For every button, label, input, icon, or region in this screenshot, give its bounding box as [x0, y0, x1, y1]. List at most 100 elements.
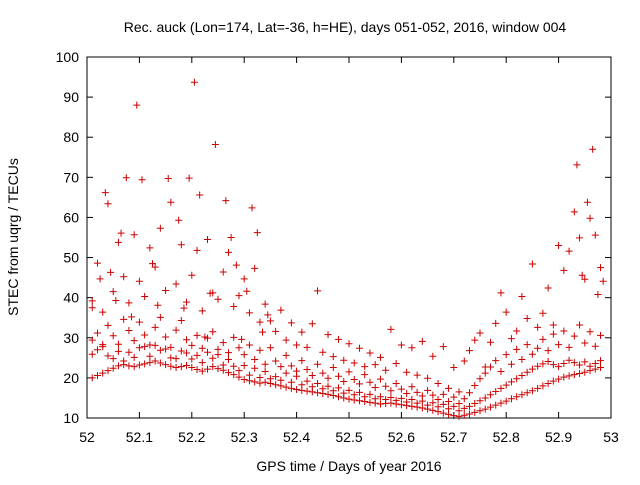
data-point	[565, 247, 573, 255]
y-tick-label: 20	[63, 370, 79, 386]
data-point	[104, 321, 112, 329]
data-point	[93, 346, 101, 354]
data-point	[272, 373, 280, 381]
data-point	[162, 333, 170, 341]
data-point	[251, 264, 259, 272]
data-point	[513, 393, 521, 401]
data-point	[293, 367, 301, 375]
data-point	[366, 390, 374, 398]
data-point	[340, 389, 348, 397]
data-point	[450, 363, 458, 371]
data-point	[523, 389, 531, 397]
data-point	[476, 329, 484, 337]
data-point	[570, 332, 578, 340]
data-point	[340, 356, 348, 364]
data-point	[528, 365, 536, 373]
data-point	[256, 318, 264, 326]
data-point	[408, 383, 416, 391]
data-point	[230, 333, 238, 341]
data-point	[151, 323, 159, 331]
data-point	[329, 353, 337, 361]
chart-title: Rec. auck (Lon=174, Lat=-36, h=HE), days…	[124, 19, 567, 35]
data-point	[492, 319, 500, 327]
data-point	[264, 311, 272, 319]
data-point	[424, 401, 432, 409]
data-point	[476, 397, 484, 405]
x-tick-label: 52.9	[545, 429, 572, 445]
data-point	[253, 229, 261, 237]
data-point	[549, 330, 557, 338]
data-point	[460, 395, 468, 403]
data-point	[492, 401, 500, 409]
data-point	[324, 382, 332, 390]
data-point	[204, 365, 212, 373]
data-point	[555, 375, 563, 383]
data-point	[591, 231, 599, 239]
data-point	[403, 398, 411, 406]
data-point	[251, 378, 259, 386]
data-point	[486, 338, 494, 346]
data-point	[502, 308, 510, 316]
data-point	[413, 371, 421, 379]
data-point	[335, 335, 343, 343]
data-point	[214, 365, 222, 373]
x-tick-label: 52.6	[388, 429, 415, 445]
x-tick-label: 52.1	[126, 429, 153, 445]
data-point	[361, 393, 369, 401]
x-axis-label: GPS time / Days of year 2016	[256, 458, 441, 474]
data-point	[408, 344, 416, 352]
data-point	[555, 242, 563, 250]
data-point	[282, 383, 290, 391]
data-point	[450, 402, 458, 410]
data-point	[403, 390, 411, 398]
y-tick-label: 10	[63, 410, 79, 426]
data-point	[266, 317, 274, 325]
data-point	[392, 380, 400, 388]
data-point	[93, 371, 101, 379]
data-point	[429, 391, 437, 399]
data-point	[128, 313, 136, 321]
data-point	[450, 412, 458, 420]
data-point	[335, 372, 343, 380]
data-point	[104, 352, 112, 360]
data-point	[235, 367, 243, 375]
data-point	[392, 359, 400, 367]
data-point	[141, 360, 149, 368]
data-point	[188, 363, 196, 371]
data-point	[497, 399, 505, 407]
y-tick-label: 30	[63, 330, 79, 346]
data-point	[277, 363, 285, 371]
data-point	[172, 355, 180, 363]
data-point	[219, 268, 227, 276]
data-point	[303, 387, 311, 395]
data-point	[534, 384, 542, 392]
data-point	[471, 382, 479, 390]
data-point	[486, 403, 494, 411]
data-point	[434, 403, 442, 411]
data-point	[93, 259, 101, 267]
data-point	[350, 391, 358, 399]
data-point	[565, 356, 573, 364]
data-point	[245, 309, 253, 317]
data-point	[177, 363, 185, 371]
data-point	[99, 369, 107, 377]
data-point	[211, 140, 219, 148]
data-point	[282, 369, 290, 377]
data-point	[188, 271, 196, 279]
data-point	[266, 375, 274, 383]
data-point	[235, 373, 243, 381]
data-point	[232, 261, 240, 269]
data-point	[507, 378, 515, 386]
data-point	[88, 350, 96, 358]
data-point	[497, 289, 505, 297]
data-point	[180, 304, 188, 312]
data-point	[492, 388, 500, 396]
data-point	[424, 386, 432, 394]
data-point	[308, 320, 316, 328]
data-point	[240, 361, 248, 369]
data-point	[366, 349, 374, 357]
data-point	[114, 347, 122, 355]
data-point	[460, 357, 468, 365]
x-tick-label: 52.2	[178, 429, 205, 445]
y-tick-label: 100	[56, 49, 80, 65]
